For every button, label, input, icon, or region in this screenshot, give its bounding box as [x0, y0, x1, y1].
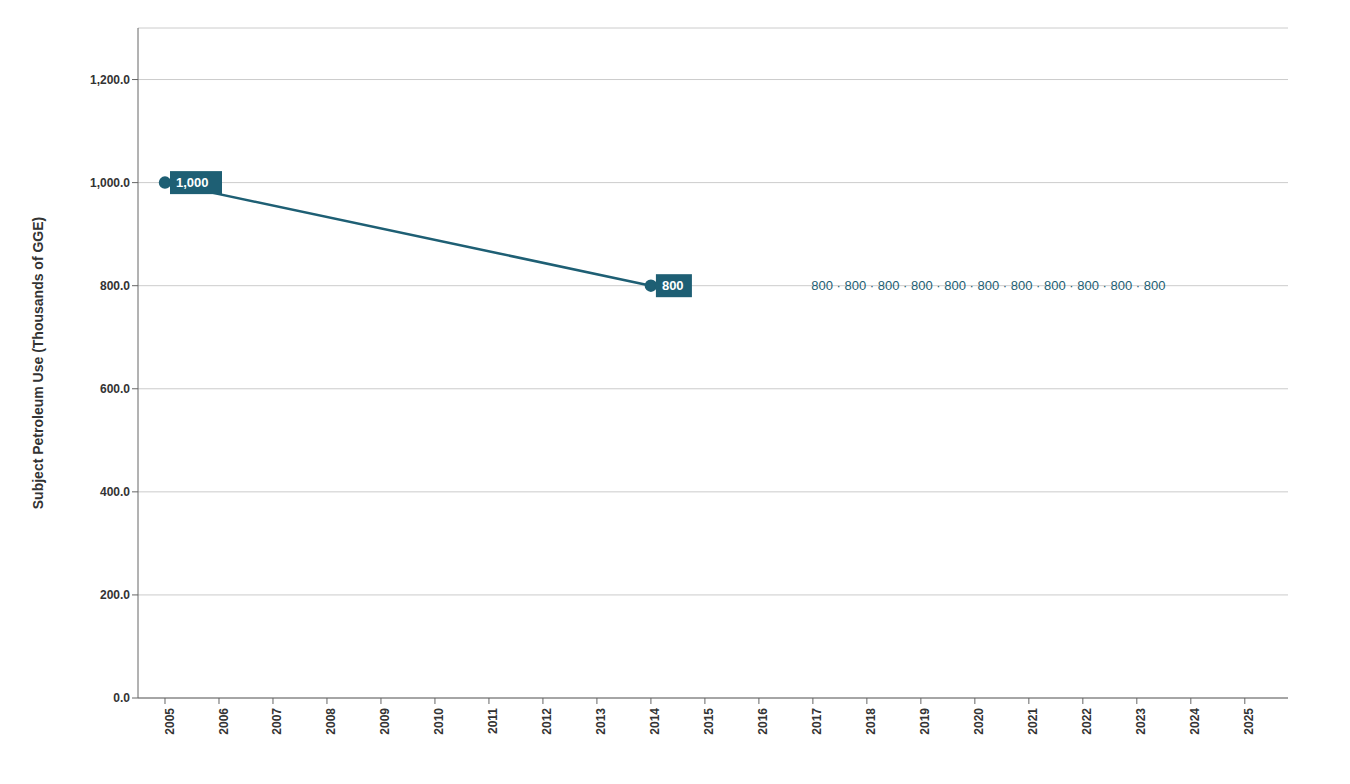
svg-text:2011: 2011 — [486, 708, 500, 734]
svg-text:2018: 2018 — [864, 708, 878, 735]
svg-text:2013: 2013 — [594, 708, 608, 735]
svg-text:1,200.0: 1,200.0 — [90, 73, 130, 87]
svg-text:2020: 2020 — [972, 708, 986, 735]
svg-text:2009: 2009 — [378, 708, 392, 735]
svg-text:2025: 2025 — [1242, 708, 1256, 735]
svg-text:2015: 2015 — [702, 708, 716, 735]
svg-text:2010: 2010 — [432, 708, 446, 735]
svg-text:800.0: 800.0 — [100, 279, 130, 293]
svg-text:2005: 2005 — [163, 708, 177, 735]
svg-text:Subject Petroleum Use (Thousan: Subject Petroleum Use (Thousands of GGE) — [30, 217, 46, 509]
svg-text:2008: 2008 — [324, 708, 338, 735]
svg-text:1,000.0: 1,000.0 — [90, 176, 130, 190]
svg-text:2006: 2006 — [217, 708, 231, 735]
svg-text:2024: 2024 — [1188, 708, 1202, 735]
svg-text:2023: 2023 — [1134, 708, 1148, 735]
svg-text:1,000: 1,000 — [176, 175, 209, 190]
svg-text:800: 800 — [662, 278, 684, 293]
svg-text:2014: 2014 — [648, 708, 662, 735]
svg-text:600.0: 600.0 — [100, 382, 130, 396]
svg-text:2021: 2021 — [1026, 708, 1040, 735]
svg-text:200.0: 200.0 — [100, 588, 130, 602]
svg-text:2016: 2016 — [756, 708, 770, 735]
svg-text:0.0: 0.0 — [113, 691, 130, 705]
svg-text:2022: 2022 — [1080, 708, 1094, 735]
svg-text:400.0: 400.0 — [100, 485, 130, 499]
svg-text:2007: 2007 — [270, 708, 284, 735]
svg-text:800 · 800 · 800 · 800 · 800 ·: 800 · 800 · 800 · 800 · 800 · 800 · 800 … — [811, 278, 1165, 293]
svg-text:2017: 2017 — [810, 708, 824, 735]
svg-text:2012: 2012 — [540, 708, 554, 735]
svg-text:2019: 2019 — [918, 708, 932, 735]
